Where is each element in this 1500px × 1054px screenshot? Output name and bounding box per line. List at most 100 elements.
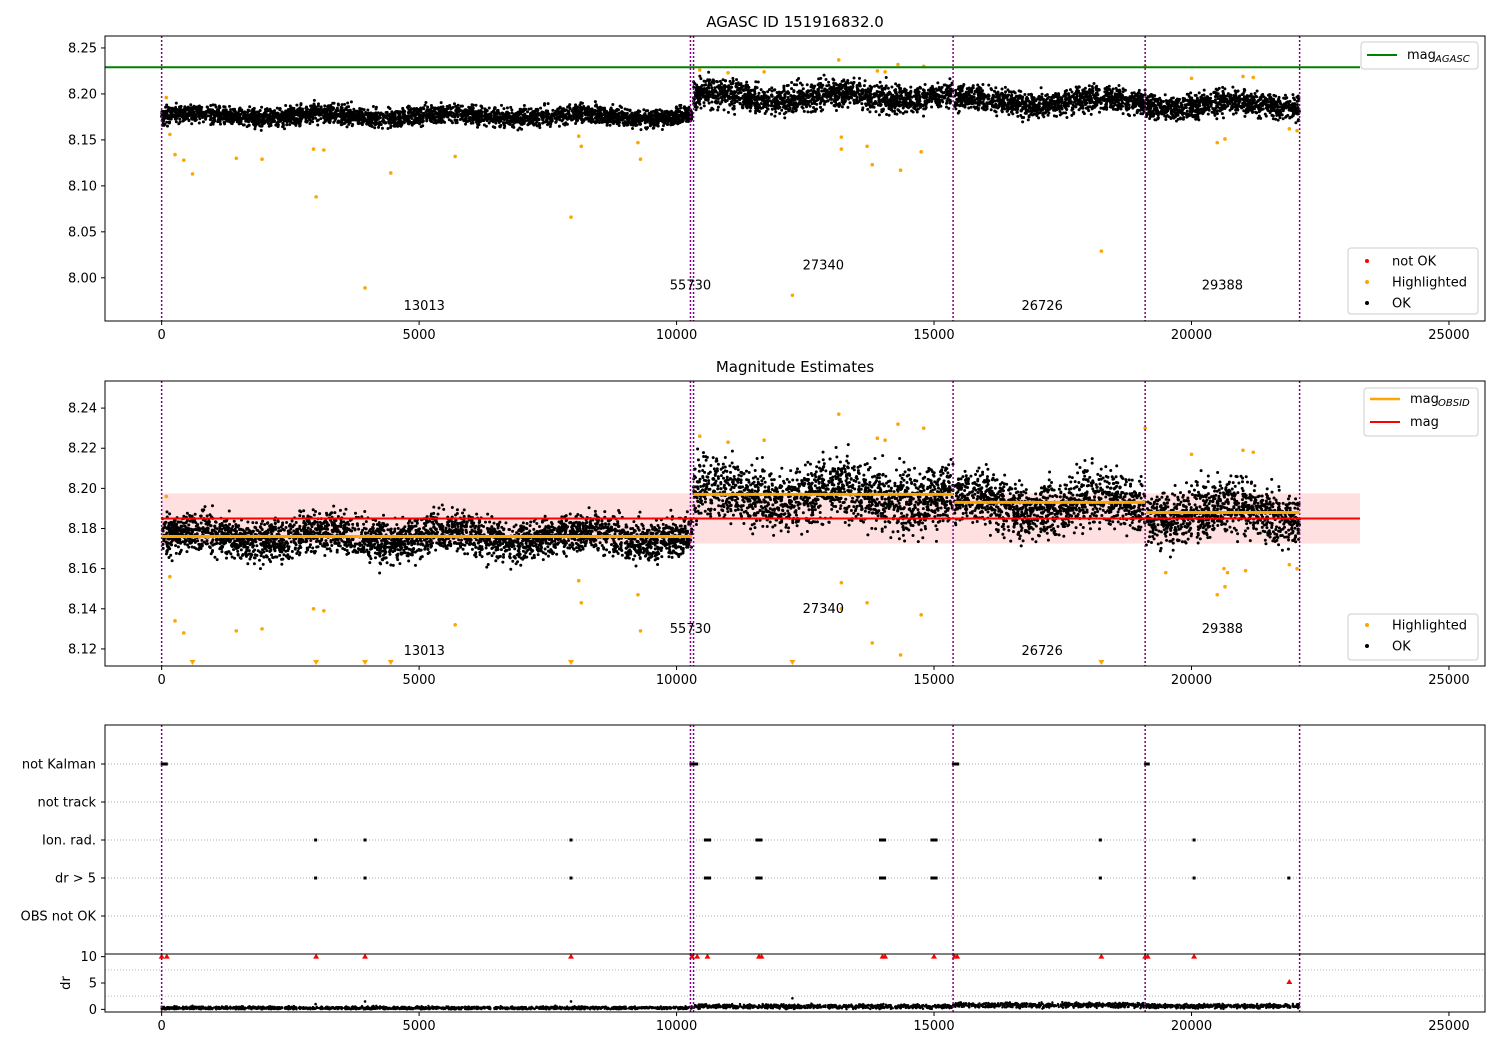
ok-point [676, 119, 680, 123]
ok-point [785, 84, 789, 88]
ok-point [163, 115, 167, 119]
ok-point [424, 113, 428, 117]
ok-point [510, 116, 514, 120]
ok-point [177, 110, 181, 114]
ok-point [434, 112, 438, 116]
ok-point [178, 117, 182, 121]
ok-point [390, 110, 394, 114]
ok-point [679, 111, 683, 115]
ok-point [575, 119, 579, 123]
ok-point [526, 110, 530, 114]
ok-point [852, 76, 856, 80]
ok-point [498, 112, 502, 116]
ok-point [831, 77, 835, 81]
ok-point [695, 96, 699, 100]
ok-point [217, 104, 221, 108]
ok-point [772, 98, 776, 102]
ok-point [849, 88, 853, 92]
ok-point [246, 113, 250, 117]
ok-point [773, 114, 777, 118]
ok-point [543, 102, 547, 106]
ok-point [716, 105, 720, 109]
ok-point [838, 93, 842, 97]
ok-point [776, 101, 780, 105]
ok-point [886, 86, 890, 90]
ok-point [280, 117, 284, 121]
ok-point [718, 92, 722, 96]
ok-point [180, 108, 184, 112]
ok-point [607, 112, 611, 116]
ok-point [821, 89, 825, 93]
ok-point [774, 110, 778, 114]
ok-point [316, 123, 320, 127]
ok-point [421, 124, 425, 128]
ok-point [639, 128, 643, 132]
ok-point [546, 102, 550, 106]
ok-point [323, 104, 327, 108]
ok-point [620, 105, 624, 109]
ok-point [211, 110, 215, 114]
ok-point [266, 116, 270, 120]
ok-point [477, 115, 481, 119]
ok-point [554, 120, 558, 124]
ok-point [706, 98, 710, 102]
ok-point [539, 106, 543, 110]
ok-point [473, 111, 477, 115]
ok-point [861, 97, 865, 101]
ok-point [396, 111, 400, 115]
ok-point [942, 83, 946, 87]
ok-point [909, 85, 913, 89]
ok-point [418, 119, 422, 123]
ok-point [745, 80, 749, 84]
ok-point [995, 114, 999, 118]
ok-point [482, 123, 486, 127]
ok-point [727, 85, 731, 89]
ok-point [443, 113, 447, 117]
ok-point [924, 104, 928, 108]
ok-point [731, 95, 735, 99]
ok-point [167, 114, 171, 118]
ok-point [376, 121, 380, 125]
ok-point [409, 114, 413, 118]
ok-point [460, 114, 464, 118]
ok-point [937, 97, 941, 101]
ok-point [815, 98, 819, 102]
ok-point [501, 112, 505, 116]
ok-point [284, 115, 288, 119]
ok-point [897, 104, 901, 108]
ok-point [858, 82, 862, 86]
ok-point [204, 116, 208, 120]
ok-point [382, 114, 386, 118]
ok-point [489, 112, 493, 116]
ok-point [334, 111, 338, 115]
ok-point [578, 106, 582, 110]
ok-point [393, 121, 397, 125]
ok-point [844, 84, 848, 88]
ok-point [819, 76, 823, 80]
ok-point [949, 94, 953, 98]
ok-point [731, 98, 735, 102]
ok-point [209, 103, 213, 107]
ok-point [851, 84, 855, 88]
ok-point [698, 102, 702, 106]
panel-agasc-magnitude: AGASC ID 151916832.0 1301355730273402672… [68, 13, 1486, 343]
ok-point [583, 113, 587, 117]
ok-point [330, 112, 334, 116]
ok-point [838, 82, 842, 86]
ok-point [760, 98, 764, 102]
ok-point [340, 120, 344, 124]
ok-point [209, 117, 213, 121]
ok-point [247, 123, 251, 127]
ok-point [617, 124, 621, 128]
ok-point [636, 109, 640, 113]
ok-point [564, 121, 568, 125]
ok-point [531, 118, 535, 122]
ok-point [328, 112, 332, 116]
ok-point [747, 89, 751, 93]
ok-point [616, 112, 620, 116]
ok-point [336, 103, 340, 107]
ok-point [190, 116, 194, 120]
ok-point [679, 106, 683, 110]
ok-point [602, 120, 606, 124]
ok-point [194, 115, 198, 119]
